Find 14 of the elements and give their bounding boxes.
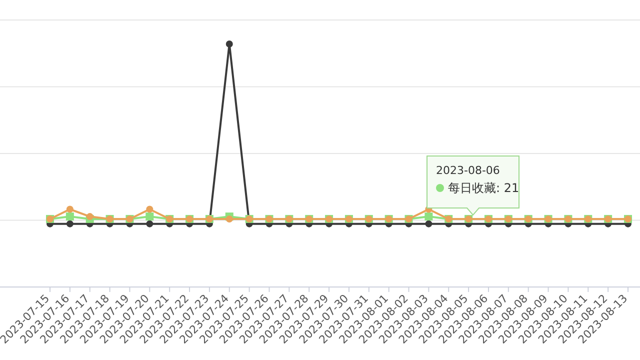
point — [86, 213, 94, 220]
point — [226, 40, 233, 48]
legend-label: 每日收藏 — [448, 181, 496, 195]
point — [146, 220, 154, 228]
point — [66, 220, 74, 228]
point — [66, 206, 74, 213]
point — [424, 212, 433, 221]
annotation: : 21 — [496, 181, 520, 195]
point — [66, 212, 74, 221]
point — [425, 220, 432, 228]
point — [226, 215, 233, 222]
annotation: 2023-08-06 — [436, 164, 500, 177]
point — [146, 212, 154, 221]
point — [146, 206, 154, 213]
